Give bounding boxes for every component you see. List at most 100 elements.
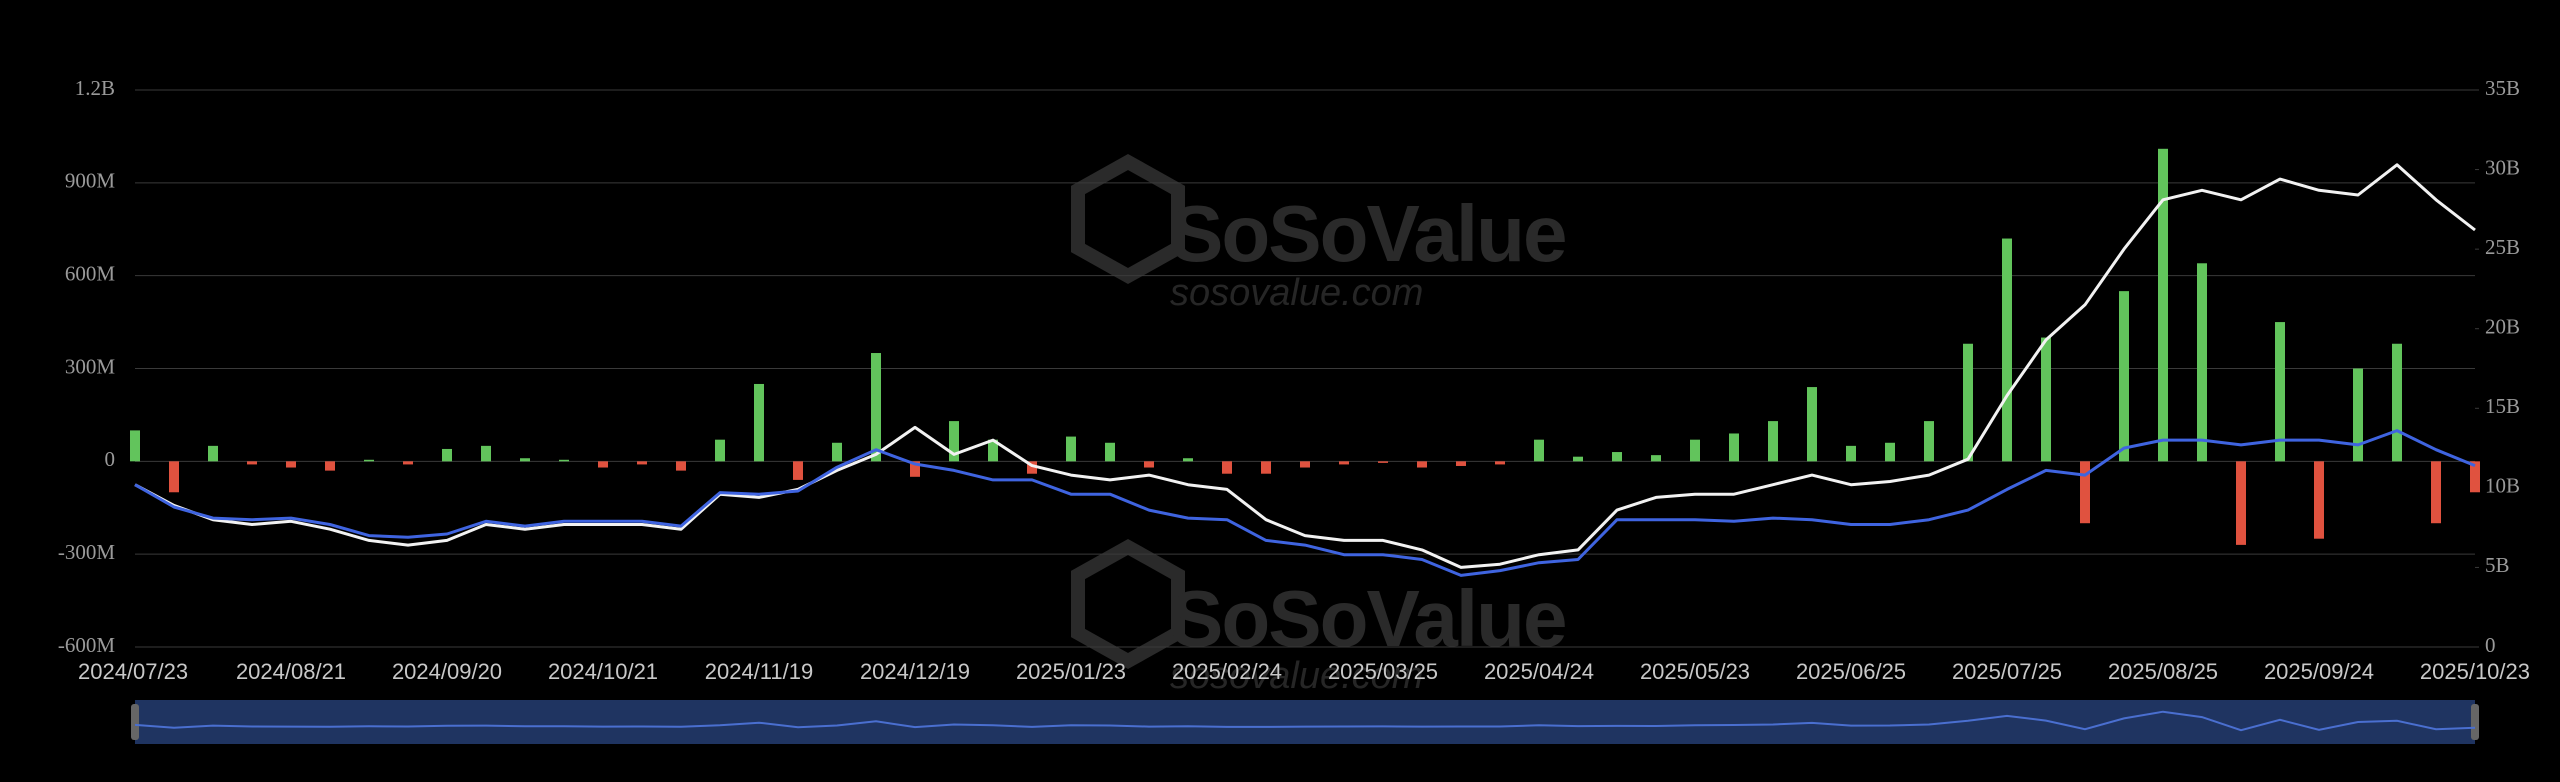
x-tick-label: 2024/08/21 [236, 659, 346, 684]
y2-tick-label: 20B [2485, 315, 2520, 339]
x-tick-label: 2025/07/25 [1952, 659, 2062, 684]
bar [1573, 456, 1583, 462]
bar [1807, 387, 1817, 462]
bar [2197, 263, 2207, 462]
bar [2080, 461, 2090, 524]
navigator-line [134, 710, 2476, 732]
bar [2275, 322, 2285, 462]
y-tick-label: -600M [58, 633, 115, 657]
navigator [135, 700, 2475, 744]
navigator-handle [131, 704, 139, 740]
bar [2353, 368, 2363, 462]
bar [1378, 461, 1388, 463]
bar [2431, 461, 2441, 524]
bar [364, 459, 374, 462]
x-tick-label: 2025/10/23 [2420, 659, 2530, 684]
x-tick-label: 2025/02/24 [1172, 659, 1282, 684]
watermark-logo [1071, 153, 1185, 285]
bar [754, 383, 764, 462]
x-tick-label: 2025/09/24 [2264, 659, 2374, 684]
y2-tick-label: 5B [2485, 553, 2510, 577]
navigator-handle [2471, 704, 2479, 740]
bar [1690, 439, 1700, 462]
bar [637, 461, 647, 465]
bar [208, 445, 218, 462]
bar [1846, 445, 1856, 462]
bar [1534, 439, 1544, 462]
y2-tick-label: 25B [2485, 235, 2520, 259]
bar [1495, 461, 1505, 465]
line [134, 163, 2476, 569]
bar [1066, 436, 1076, 462]
bar-series [130, 148, 2480, 545]
watermark-top: SoSoValue sosovalue.com [1071, 153, 1567, 314]
bar [520, 458, 530, 462]
bar [2392, 343, 2402, 462]
watermark-logo [1071, 538, 1185, 670]
watermark-brand: SoSoValue [1170, 574, 1565, 663]
y2-tick-label: 30B [2485, 155, 2520, 179]
bar [715, 439, 725, 462]
y-tick-label: 0 [105, 447, 116, 471]
bar [1924, 421, 1934, 462]
line [134, 429, 2476, 577]
bar [2041, 337, 2051, 462]
bar [1963, 343, 1973, 462]
x-tick-label: 2025/08/25 [2108, 659, 2218, 684]
x-tick-label: 2024/07/23 [78, 659, 188, 684]
bar [442, 448, 452, 462]
bar [676, 461, 686, 471]
x-tick-label: 2025/01/23 [1016, 659, 1126, 684]
bar [1027, 461, 1037, 474]
x-tick-label: 2024/12/19 [860, 659, 970, 684]
bar [1339, 461, 1349, 465]
bar [2158, 148, 2168, 462]
bar [871, 353, 881, 462]
bar [247, 461, 257, 465]
x-tick-label: 2025/03/25 [1328, 659, 1438, 684]
bar [1417, 461, 1427, 468]
bar [1456, 461, 1466, 466]
bar [1261, 461, 1271, 474]
y2-tick-label: 0 [2485, 633, 2496, 657]
bar [481, 445, 491, 462]
bar [1885, 442, 1895, 462]
bar [598, 461, 608, 468]
y-tick-label: 1.2B [75, 76, 115, 100]
bar [1300, 461, 1310, 468]
bar [1612, 452, 1622, 462]
x-tick-label: 2025/06/25 [1796, 659, 1906, 684]
x-tick-label: 2025/04/24 [1484, 659, 1594, 684]
y-tick-label: 900M [65, 169, 116, 193]
bar [1105, 442, 1115, 462]
bar [2002, 238, 2012, 462]
bar [403, 461, 413, 465]
bar [2236, 461, 2246, 545]
bar [793, 461, 803, 480]
y-tick-label: -300M [58, 540, 115, 564]
watermark-url: sosovalue.com [1170, 272, 1423, 314]
bar [130, 430, 140, 462]
x-tick-label: 2024/10/21 [548, 659, 658, 684]
bar [1183, 458, 1193, 462]
bar [1651, 455, 1661, 462]
y2-tick-label: 15B [2485, 394, 2520, 418]
bar [2470, 461, 2480, 493]
bar [1768, 421, 1778, 462]
bar [910, 461, 920, 477]
watermark-bottom: SoSoValue sosovalue.com [1071, 538, 1567, 697]
x-tick-label: 2025/05/23 [1640, 659, 1750, 684]
y2-tick-label: 10B [2485, 474, 2520, 498]
bar [949, 421, 959, 462]
y2-tick-label: 35B [2485, 76, 2520, 100]
x-tick-label: 2024/11/19 [705, 659, 813, 684]
bar [2314, 461, 2324, 539]
bar [1729, 433, 1739, 462]
y-tick-label: 600M [65, 261, 116, 285]
x-tick-label: 2024/09/20 [392, 659, 502, 684]
watermark-url: sosovalue.com [1170, 655, 1423, 697]
bar [286, 461, 296, 468]
